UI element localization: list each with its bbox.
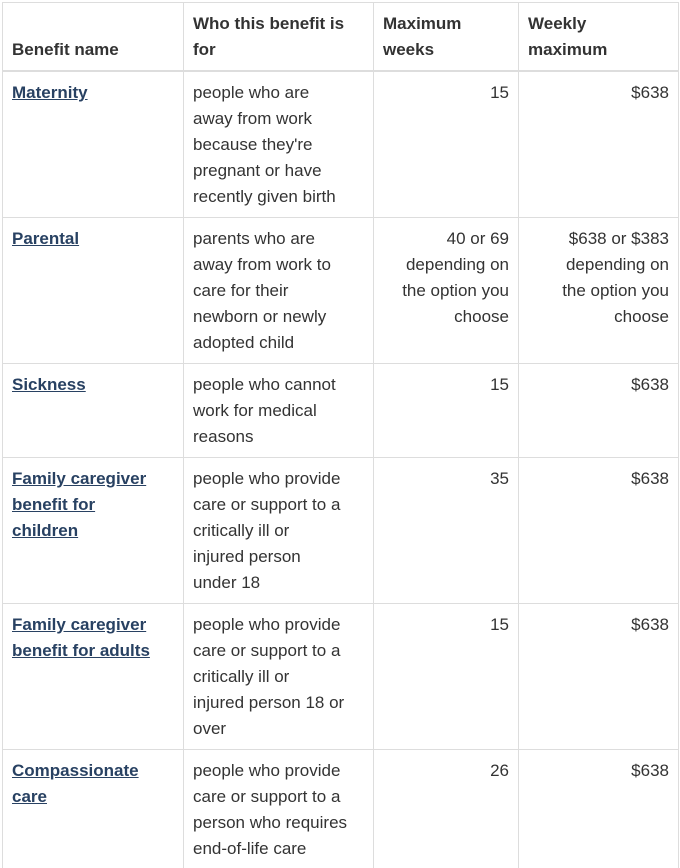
max-weeks-cell: 26 <box>373 749 519 868</box>
max-weeks-cell: 15 <box>373 603 519 750</box>
benefit-name-cell: Maternity <box>2 70 184 218</box>
table-row: Maternity people who are away from work … <box>2 70 679 218</box>
benefit-link[interactable]: Parental <box>12 229 80 248</box>
col-header-weekly-maximum: Weekly maximum <box>518 2 679 72</box>
col-header-maximum-weeks: Maximum weeks <box>373 2 519 72</box>
weekly-max-cell: $638 <box>518 363 679 458</box>
benefit-link[interactable]: Sickness <box>12 375 86 394</box>
weekly-max-cell: $638 <box>518 70 679 218</box>
weekly-max-cell: $638 <box>518 603 679 750</box>
max-weeks-cell: 40 or 69 depending on the option you cho… <box>373 217 519 364</box>
who-cell: people who are away from work because th… <box>183 70 374 218</box>
weekly-max-cell: $638 <box>518 457 679 604</box>
weekly-max-cell: $638 or $383 depending on the option you… <box>518 217 679 364</box>
who-cell: parents who are away from work to care f… <box>183 217 374 364</box>
benefit-name-cell: Family caregiver benefit for adults <box>2 603 184 750</box>
benefit-link[interactable]: Maternity <box>12 83 88 102</box>
benefit-link[interactable]: Family caregiver benefit for adults <box>12 615 150 660</box>
max-weeks-cell: 15 <box>373 363 519 458</box>
benefit-name-cell: Compassionate care <box>2 749 184 868</box>
who-cell: people who provide care or support to a … <box>183 457 374 604</box>
benefit-name-cell: Sickness <box>2 363 184 458</box>
table-row: Parental parents who are away from work … <box>2 217 679 364</box>
table-row: Sickness people who cannot work for medi… <box>2 363 679 458</box>
col-header-who-for: Who this benefit is for <box>183 2 374 72</box>
col-header-benefit-name: Benefit name <box>2 2 184 72</box>
benefit-link[interactable]: Family caregiver benefit for children <box>12 469 147 540</box>
weekly-max-cell: $638 <box>518 749 679 868</box>
max-weeks-cell: 15 <box>373 70 519 218</box>
who-cell: people who provide care or support to a … <box>183 749 374 868</box>
benefit-name-cell: Parental <box>2 217 184 364</box>
table-row: Family caregiver benefit for adults peop… <box>2 603 679 750</box>
max-weeks-cell: 35 <box>373 457 519 604</box>
benefit-name-cell: Family caregiver benefit for children <box>2 457 184 604</box>
header-row: Benefit name Who this benefit is for Max… <box>2 2 679 72</box>
who-cell: people who cannot work for medical reaso… <box>183 363 374 458</box>
table-row: Family caregiver benefit for children pe… <box>2 457 679 604</box>
table-row: Compassionate care people who provide ca… <box>2 749 679 868</box>
who-cell: people who provide care or support to a … <box>183 603 374 750</box>
table-body: Maternity people who are away from work … <box>2 70 679 868</box>
benefit-link[interactable]: Compassionate care <box>12 761 139 806</box>
